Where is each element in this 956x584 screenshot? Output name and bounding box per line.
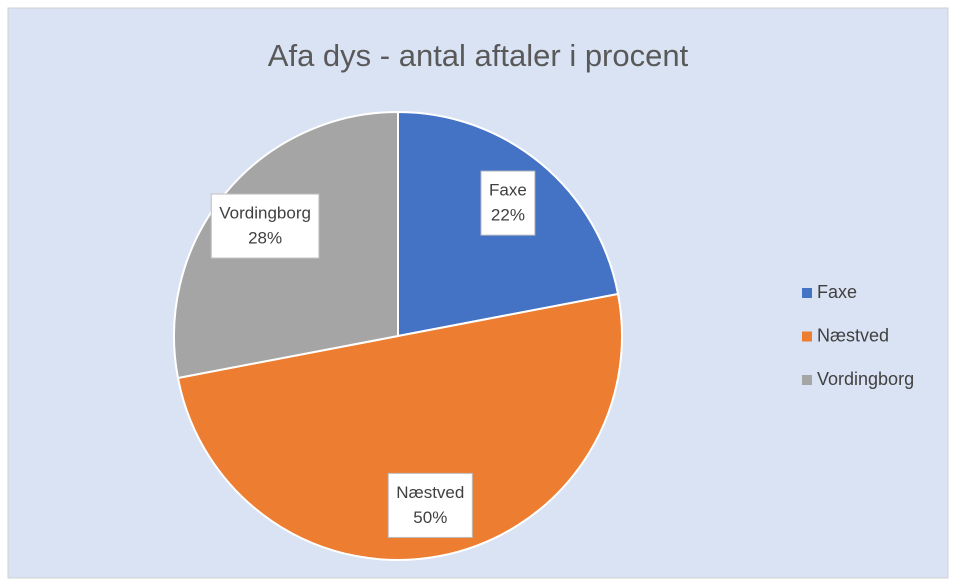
legend-label: Faxe — [817, 282, 857, 302]
label-category: Næstved — [396, 483, 464, 502]
label-value: 50% — [413, 508, 447, 527]
label-category: Faxe — [489, 181, 527, 200]
label-category: Vordingborg — [219, 204, 311, 223]
pie-slice — [176, 292, 623, 561]
legend-label: Næstved — [817, 325, 889, 345]
data-label: Faxe 22% — [480, 170, 536, 236]
legend-label: Vordingborg — [817, 369, 914, 389]
legend-swatch — [802, 288, 812, 298]
label-value: 28% — [248, 229, 282, 248]
data-label: Vordingborg 28% — [210, 193, 320, 259]
legend-swatch — [802, 375, 812, 385]
label-box — [387, 472, 473, 538]
data-label: Næstved 50% — [387, 472, 473, 538]
legend: Faxe Næstved Vordingborg — [802, 282, 914, 389]
chart-title: Afa dys - antal aftaler i procent — [268, 38, 689, 73]
data-labels: Faxe 22% Næstved 50% Vordingborg 28% — [210, 170, 536, 538]
legend-swatch — [802, 331, 812, 342]
label-box — [480, 170, 536, 236]
label-box — [210, 193, 320, 259]
label-value: 22% — [491, 206, 525, 225]
